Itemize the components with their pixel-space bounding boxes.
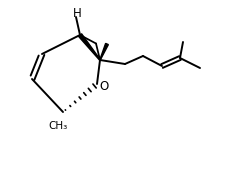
Text: H: H <box>72 7 82 19</box>
Polygon shape <box>78 34 100 60</box>
Text: CH₃: CH₃ <box>48 121 68 131</box>
Polygon shape <box>100 43 108 60</box>
Text: O: O <box>100 79 108 93</box>
